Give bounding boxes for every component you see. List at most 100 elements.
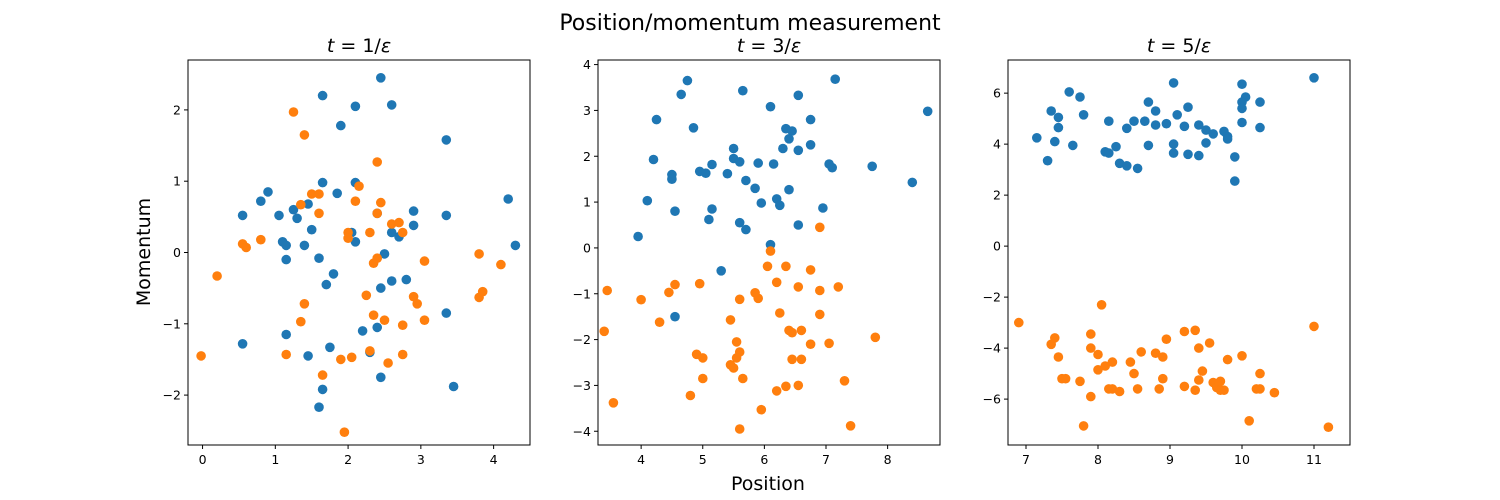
scatter-point (771, 386, 782, 396)
scatter-point (870, 332, 881, 343)
scatter-point (1309, 73, 1319, 83)
scatter-point (241, 242, 251, 253)
scatter-point (775, 200, 785, 211)
scatter-point (750, 288, 760, 298)
scatter-point (796, 354, 807, 365)
scatter-point (750, 183, 760, 194)
scatter-point (386, 276, 397, 286)
scatter-point (1237, 79, 1247, 89)
scatter-point (1168, 78, 1179, 88)
scatter-point (448, 381, 459, 392)
scatter-point (372, 322, 383, 333)
scatter-point (1179, 121, 1190, 132)
scatter-point (716, 266, 726, 276)
scatter-point (383, 358, 393, 368)
scatter-point (357, 326, 368, 336)
scatter-point (787, 354, 797, 365)
scatter-point (1078, 110, 1089, 120)
scatter-point (1158, 373, 1168, 384)
x-tick-label: 4 (490, 452, 498, 467)
scatter-point (1114, 158, 1125, 169)
scatter-point (1219, 385, 1229, 396)
x-tick-label: 2 (344, 452, 352, 467)
scatter-point (419, 315, 430, 326)
scatter-point (1323, 422, 1334, 433)
y-tick-label: −1 (163, 316, 181, 331)
y-tick-label: 3 (583, 103, 591, 118)
scatter-point (1100, 361, 1110, 371)
scatter-point (336, 354, 346, 365)
y-tick-label: 2 (993, 188, 1001, 203)
scatter-point (317, 177, 328, 188)
scatter-point (784, 134, 794, 144)
scatter-point (793, 220, 804, 230)
scatter-point (1158, 352, 1168, 362)
scatter-point (1046, 339, 1056, 350)
scatter-point (303, 351, 313, 361)
scatter-point (793, 380, 804, 391)
y-tick-label: −4 (573, 424, 591, 439)
x-tick-label: 8 (884, 452, 892, 467)
scatter-point (664, 287, 674, 298)
subplot-title-eps: ε (1201, 35, 1211, 57)
scatter-point (793, 282, 804, 292)
scatter-point (1255, 122, 1265, 133)
scatter-point (805, 265, 816, 275)
scatter-point (781, 261, 791, 272)
scatter-point (299, 130, 310, 140)
y-tick-label: −2 (573, 332, 591, 347)
scatter-point (1075, 376, 1085, 387)
y-tick-label: 4 (993, 137, 1001, 152)
scatter-point (237, 210, 248, 221)
scatter-point (787, 327, 797, 338)
scatter-point (1172, 110, 1182, 120)
scatter-point (670, 206, 680, 216)
scatter-point (1046, 106, 1056, 116)
scatter-point (694, 278, 705, 289)
scatter-point (1096, 300, 1107, 310)
subplot-t5: t = 5/ε 7 8 9 10 11 −6 −4 −2 0 2 4 6 (983, 35, 1351, 467)
scatter-point (731, 337, 742, 347)
scatter-point (636, 294, 646, 305)
scatter-point (608, 398, 619, 408)
y-tick-label: −1 (573, 286, 591, 301)
x-tick-label: 3 (417, 452, 425, 467)
scatter-point (793, 90, 804, 101)
y-axis-label: Momentum (133, 198, 155, 306)
scatter-point (1060, 373, 1071, 384)
scatter-point (365, 346, 375, 356)
scatter-point (1237, 351, 1247, 361)
scatter-point (321, 279, 332, 290)
scatter-point (299, 240, 310, 251)
scatter-point (1194, 120, 1204, 130)
scatter-point (648, 154, 659, 165)
scatter-point (815, 285, 825, 296)
scatter-point (281, 329, 292, 340)
axes-frame (1007, 59, 1351, 446)
scatter-point (741, 175, 751, 186)
subplot-title: t = 3/ε (737, 35, 801, 57)
scatter-point (281, 240, 292, 251)
scatter-point (408, 291, 419, 302)
scatter-point (728, 363, 739, 373)
scatter-point (642, 195, 653, 206)
x-tick-label: 1 (271, 452, 279, 467)
scatter-point (738, 85, 748, 96)
scatter-point (1154, 384, 1164, 394)
scatter-point (707, 159, 717, 170)
scatter-point (365, 227, 375, 238)
scatter-point (1064, 87, 1074, 97)
scatter-point (255, 234, 266, 245)
scatter-point (376, 372, 386, 383)
scatter-point (1168, 148, 1179, 158)
scatter-point (787, 126, 797, 136)
scatter-point (379, 249, 390, 259)
scatter-point (633, 231, 643, 242)
y-tick-label: 6 (993, 86, 1001, 101)
scatter-point (907, 177, 918, 188)
scatter-point (734, 424, 745, 434)
scatter-point (314, 189, 324, 199)
scatter-point (818, 203, 828, 213)
scatter-point (805, 339, 816, 350)
